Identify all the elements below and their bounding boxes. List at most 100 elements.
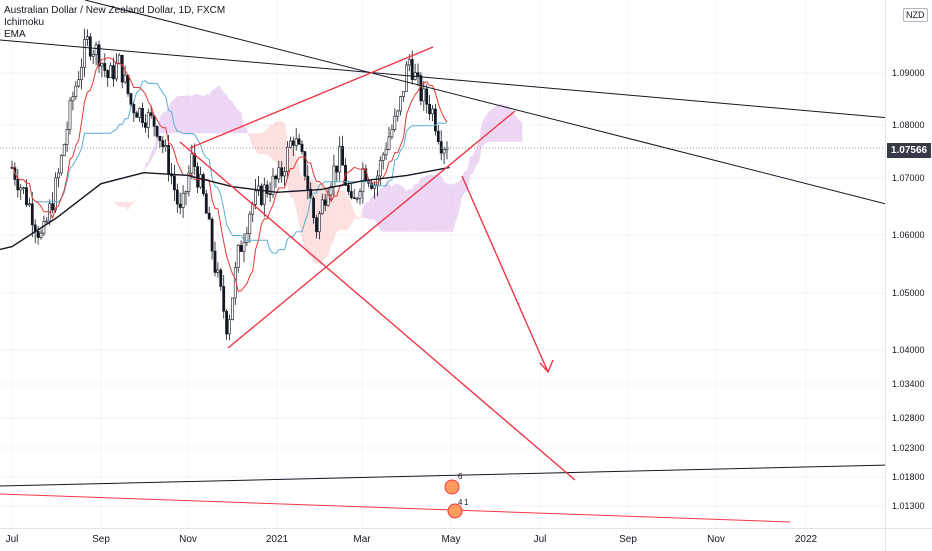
price-axis[interactable]	[885, 0, 932, 528]
currency-badge[interactable]: NZD	[903, 8, 928, 22]
candle-body	[313, 198, 315, 218]
trendline-black-bottom[interactable]	[0, 465, 890, 486]
drawing-layer[interactable]	[0, 0, 890, 522]
candle	[57, 168, 59, 187]
candle-body	[17, 179, 19, 190]
cloud-segment	[169, 101, 172, 133]
candle	[397, 110, 399, 122]
cloud-segment	[375, 194, 378, 225]
candle-body	[402, 92, 404, 97]
candle-body	[78, 80, 80, 87]
cloud-segment	[433, 175, 436, 232]
candle	[127, 75, 129, 97]
cloud-segment	[476, 142, 479, 165]
candle-body	[240, 245, 242, 251]
cloud-segment	[163, 112, 166, 134]
candle	[156, 125, 158, 138]
candle	[443, 147, 445, 164]
candle-body	[46, 221, 48, 222]
candle-body	[60, 156, 62, 173]
cloud-segment	[488, 110, 491, 142]
trendline-red-bottom[interactable]	[0, 494, 790, 522]
candle-body	[391, 129, 393, 136]
cloud-segment	[145, 161, 148, 168]
candle-body	[130, 94, 132, 105]
candle-body	[75, 86, 77, 97]
candle	[414, 64, 416, 81]
candle	[40, 230, 42, 240]
candle-body	[249, 214, 251, 233]
cloud-segment	[148, 153, 151, 166]
indicator-ema[interactable]: EMA	[4, 29, 225, 41]
candle-body	[141, 108, 143, 122]
candle-body	[434, 109, 436, 131]
cloud-segment	[360, 208, 363, 219]
candle-body	[400, 97, 402, 111]
candle	[162, 136, 164, 153]
candle-body	[92, 54, 94, 56]
candle	[107, 69, 109, 87]
candle	[121, 55, 123, 88]
candle-body	[205, 194, 207, 214]
cloud-segment	[366, 202, 369, 219]
cloud-segment	[282, 121, 285, 170]
candle-body	[359, 192, 361, 199]
candle	[437, 125, 439, 144]
candle	[159, 136, 161, 148]
candle	[141, 103, 143, 128]
projection-arrow-shaft[interactable]	[462, 176, 548, 372]
projection-arrowhead[interactable]	[540, 360, 553, 372]
candle	[115, 53, 117, 81]
candle-body	[237, 245, 239, 267]
cloud-segment	[505, 106, 508, 142]
candle-body	[315, 218, 317, 232]
time-axis[interactable]	[0, 528, 885, 551]
cloud-segment	[209, 90, 212, 133]
candle-body	[156, 126, 158, 136]
cloud-segment	[186, 96, 189, 134]
candle	[60, 154, 62, 175]
event-badges[interactable]: 4 1 6	[445, 472, 469, 518]
symbol-title[interactable]: Australian Dollar / New Zealand Dollar, …	[4, 5, 225, 17]
cloud-segment	[296, 155, 299, 226]
cloud-segment	[218, 86, 221, 133]
event-badge-icon[interactable]	[445, 480, 459, 494]
cloud-segment	[441, 175, 444, 232]
candle-body	[269, 194, 271, 195]
candle	[382, 152, 384, 170]
cloud-segment	[276, 121, 279, 166]
cloud-segment	[343, 191, 346, 231]
candle-body	[440, 142, 442, 153]
indicator-ichimoku[interactable]: Ichimoku	[4, 17, 225, 29]
candle-body	[431, 109, 433, 114]
cloud-segment	[479, 123, 482, 163]
cloud-segment	[116, 202, 119, 207]
candle-body	[382, 155, 384, 161]
candle	[339, 137, 341, 182]
candle	[182, 185, 184, 218]
cloud-segment	[520, 120, 523, 141]
candle	[211, 217, 213, 260]
candle	[220, 268, 222, 291]
cloud-segment	[180, 96, 183, 134]
cloud-segment	[151, 148, 154, 160]
candle	[417, 64, 419, 87]
candle-body	[220, 270, 222, 286]
ichimoku-conversion-line	[12, 58, 447, 292]
candle-body	[63, 144, 65, 155]
cloud-segment	[273, 121, 276, 162]
candle-body	[350, 191, 352, 197]
candle-body	[115, 63, 117, 79]
cloud-segment	[456, 182, 459, 222]
candle	[405, 61, 407, 92]
cloud-segment	[122, 202, 125, 207]
candle-body	[101, 63, 103, 66]
candle-body	[162, 140, 164, 146]
cloud-segment	[380, 188, 383, 232]
candle	[69, 97, 71, 134]
candle	[440, 130, 442, 160]
candle-body	[289, 141, 291, 147]
cloud-segment	[409, 189, 412, 232]
